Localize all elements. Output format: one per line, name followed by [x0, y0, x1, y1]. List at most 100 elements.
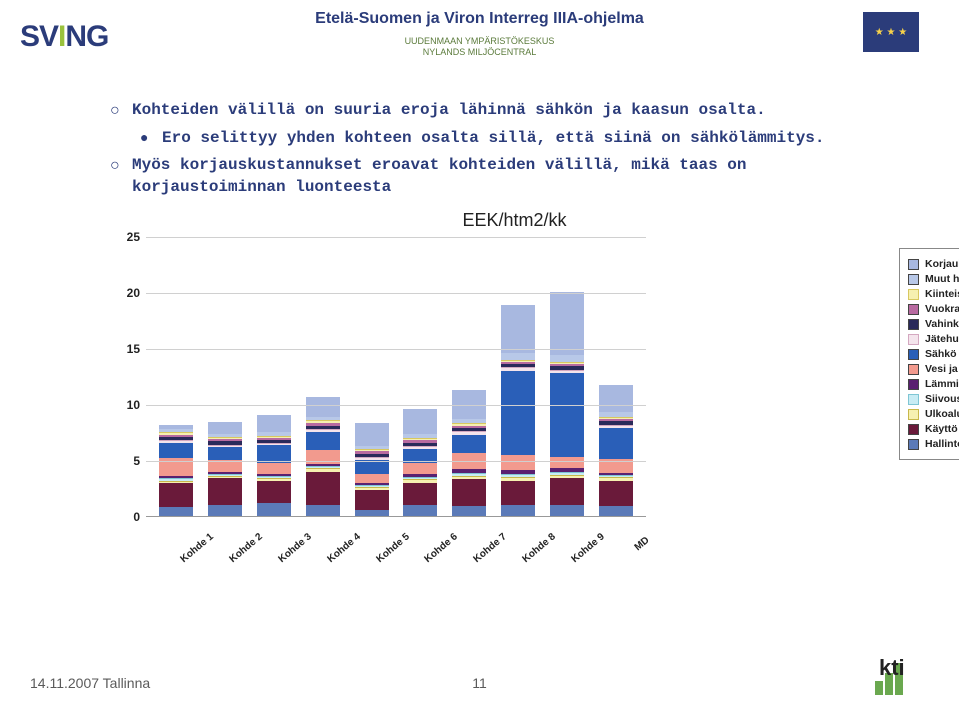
env-centre-logo: UUDENMAAN YMPÄRISTÖKESKUS NYLANDS MILJÖC… [405, 36, 555, 58]
bar-segment [159, 507, 193, 516]
legend-label: Kiinteistövero [925, 288, 959, 300]
legend-swatch [908, 334, 919, 345]
legend-label: Sähkö ja kaasu [925, 348, 959, 360]
x-tick-label: Kohde 5 [363, 521, 408, 565]
legend-label: Lämmitys [925, 378, 959, 390]
bar-segment [257, 481, 291, 503]
kti-logo: kti [871, 651, 929, 699]
bar-segment [355, 510, 389, 517]
legend-label: Jätehuolto [925, 333, 959, 345]
bar-segment [550, 373, 584, 457]
legend-swatch [908, 394, 919, 405]
legend-item: Jätehuolto [908, 333, 959, 345]
bar-segment [159, 483, 193, 508]
bar-segment [550, 478, 584, 505]
y-tick-label: 20 [127, 286, 140, 300]
bar-segment [355, 474, 389, 483]
x-tick-label: Kohde 8 [509, 521, 554, 565]
bar-segment [599, 506, 633, 516]
slide-header: Etelä-Suomen ja Viron Interreg IIIA-ohje… [0, 0, 959, 90]
x-tick-label: Kohde 6 [411, 521, 456, 565]
stacked-bar [159, 425, 193, 517]
slide-body: Kohteiden välillä on suuria eroja lähinn… [0, 90, 959, 570]
bar-segment [208, 478, 242, 505]
legend-label: Hallinto [925, 438, 959, 450]
stacked-bar [355, 423, 389, 516]
footer-date: 14.11.2007 Tallinna [30, 675, 150, 691]
legend-item: Ulkoalueiden hoito [908, 408, 959, 420]
x-tick-label: Kohde 3 [265, 521, 310, 565]
legend-swatch [908, 439, 919, 450]
legend-label: Vahinkovakuutukset [925, 318, 959, 330]
bar-segment [599, 481, 633, 507]
bar-segment [306, 472, 340, 506]
legend-item: Käyttö ja huolto [908, 423, 959, 435]
legend-item: Muut hoitokulut [908, 273, 959, 285]
bar-segment [452, 435, 486, 453]
header-title: Etelä-Suomen ja Viron Interreg IIIA-ohje… [20, 6, 939, 28]
legend-swatch [908, 364, 919, 375]
bar-segment [208, 422, 242, 433]
bar-segment [550, 355, 584, 362]
legend-label: Korjaukset ja kunnossapito [925, 258, 959, 270]
legend-swatch [908, 319, 919, 330]
legend-label: Ulkoalueiden hoito [925, 408, 959, 420]
stacked-bar [306, 397, 340, 517]
bullet-level1: Myös korjauskustannukset eroavat kohteid… [110, 155, 879, 198]
bar-segment [403, 483, 437, 505]
stacked-bar [501, 305, 535, 517]
x-axis-labels: Kohde 1Kohde 2Kohde 3Kohde 4Kohde 5Kohde… [146, 517, 646, 550]
stacked-bar [257, 415, 291, 517]
bar-segment [355, 423, 389, 445]
bar-segment [550, 292, 584, 355]
y-tick-label: 15 [127, 342, 140, 356]
bar-segment [306, 432, 340, 450]
bar-segment [257, 415, 291, 433]
stacked-bar [208, 422, 242, 516]
bar-segment [355, 460, 389, 473]
legend-swatch [908, 259, 919, 270]
bar-segment [501, 505, 535, 516]
bar-segment [452, 479, 486, 506]
x-tick-label: Kohde 2 [216, 521, 261, 565]
bar-segment [208, 447, 242, 460]
bullet-level1: Kohteiden välillä on suuria eroja lähinn… [110, 100, 879, 122]
plot-area [146, 237, 646, 517]
bar-segment [550, 505, 584, 516]
y-axis: 0510152025 [110, 237, 146, 517]
legend-label: Käyttö ja huolto [925, 423, 959, 435]
bar-segment [501, 305, 535, 353]
legend-swatch [908, 274, 919, 285]
bar-segment [501, 371, 535, 455]
bar-segment [501, 481, 535, 506]
y-tick-label: 25 [127, 230, 140, 244]
bar-segment [355, 490, 389, 510]
bar-segment [257, 445, 291, 463]
bar-segment [403, 505, 437, 516]
legend-swatch [908, 289, 919, 300]
bar-segment [403, 463, 437, 474]
stacked-bar [452, 390, 486, 517]
bar-segment [550, 457, 584, 468]
stacked-bar-chart: EEK/htm2/kk 0510152025 Kohde 1Kohde 2Koh… [110, 210, 879, 570]
chart-title: EEK/htm2/kk [110, 210, 879, 231]
legend-item: Sähkö ja kaasu [908, 348, 959, 360]
bar-segment [159, 443, 193, 459]
bar-segment [599, 385, 633, 412]
stacked-bar [403, 409, 437, 516]
legend-swatch [908, 349, 919, 360]
legend-label: Siivous [925, 393, 959, 405]
bar-segment [501, 353, 535, 360]
legend-item: Vesi ja jätevesi [908, 363, 959, 375]
legend-item: Lämmitys [908, 378, 959, 390]
legend-item: Kiinteistövero [908, 288, 959, 300]
bar-segment [306, 397, 340, 417]
y-tick-label: 0 [133, 510, 140, 524]
x-tick-label: Kohde 1 [167, 521, 212, 565]
x-tick-label: Kohde 4 [314, 521, 359, 565]
x-tick-label: MD [607, 521, 652, 565]
bar-segment [501, 455, 535, 471]
bullet-level2: Ero selittyy yhden kohteen osalta sillä,… [140, 128, 879, 150]
eu-flag-icon: ★ ★ ★ [863, 12, 919, 52]
bar-segment [208, 505, 242, 516]
